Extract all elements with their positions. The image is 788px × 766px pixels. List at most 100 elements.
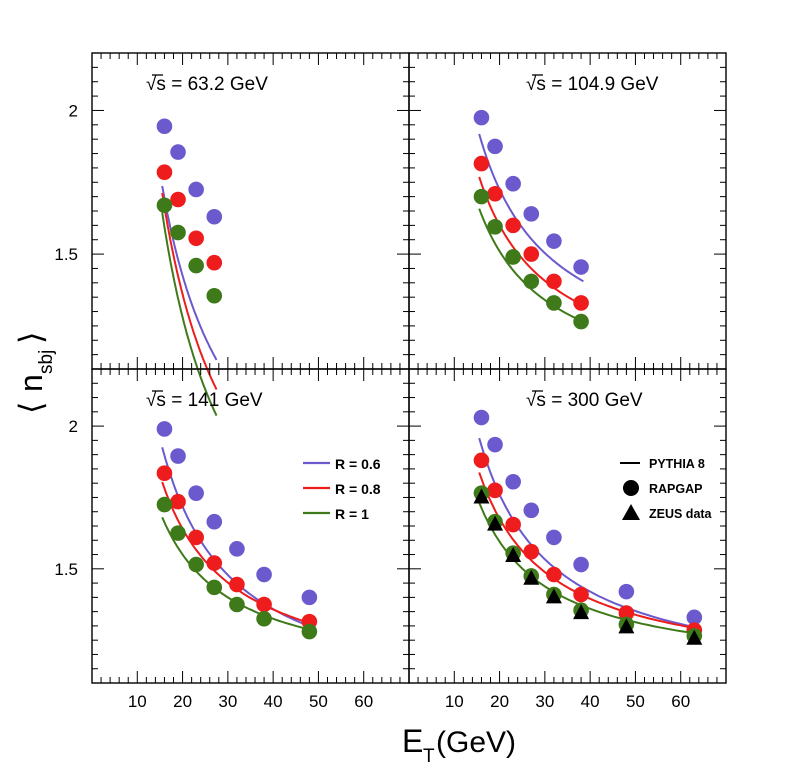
rapgap-point-R1 [206,287,223,304]
rapgap-point-R1 [301,623,318,640]
y-axis-bracket-right: ⟩ [13,332,49,344]
rapgap-point-R08 [523,543,540,560]
rapgap-point-R1 [156,496,173,513]
pythia-curve-R06 [478,133,584,283]
rapgap-point-R08 [170,191,186,208]
zeus-data-point [545,588,562,604]
legend-r-values: R = 0.6 R = 0.8 R = 1 [303,456,381,522]
sqrt-s-symbol: √s [146,74,166,95]
rapgap-point-R06 [523,502,540,519]
rapgap-point-R08 [618,605,635,621]
x-axis-label-main: E [402,723,423,759]
x-tick-label: 10 [128,692,147,711]
zeus-data-point [523,569,540,585]
panel-title-energy: = 104.9 GeV [546,74,659,95]
pythia-curve-R1 [478,208,584,323]
rapgap-point-R1 [156,197,173,214]
rapgap-point-R06 [206,513,223,530]
x-tick-label: 30 [535,692,554,711]
y-axis-label-main: n [13,374,49,392]
y-tick-label: 2 [69,417,78,436]
rapgap-point-R08 [206,555,223,571]
rapgap-point-R06 [573,259,589,275]
legend-pythia-label: PYTHIA 8 [649,457,705,471]
y-tick-label: 2 [69,101,78,120]
rapgap-point-R06 [487,436,503,453]
legend-rapgap-circle-icon [623,480,639,496]
rapgap-point-R1 [487,219,503,235]
panel-title-energy: = 300 GeV [546,390,643,411]
rapgap-point-R08 [573,586,589,603]
legend-r06-label: R = 0.6 [335,456,381,472]
rapgap-point-R08 [188,529,204,546]
rapgap-point-R08 [546,566,562,583]
x-tick-label: 50 [309,692,328,711]
legend-r1-label: R = 1 [335,506,369,522]
rapgap-point-R06 [505,175,521,192]
panel-frame [91,52,410,370]
rapgap-point-R08 [229,576,245,593]
panel-1: 1.5 2 √s = 63.2 GeV [54,52,410,417]
rapgap-point-R1 [256,610,272,627]
panel-frame [408,368,727,684]
x-tick-label: 40 [264,692,283,711]
x-tick-label: 60 [354,692,373,711]
rapgap-point-R08 [487,482,503,499]
rapgap-point-R08 [523,246,540,262]
rapgap-point-R06 [156,421,173,437]
rapgap-point-R06 [188,485,204,501]
rapgap-point-R08 [487,185,503,202]
panel-title-energy: = 141 GeV [166,390,263,411]
zeus-data-point [473,488,490,504]
sqrt-s-symbol: √s [146,390,166,411]
pythia-curve-R1 [161,212,218,417]
x-tick-label: 20 [173,692,192,711]
legend-zeus-triangle-icon [622,504,640,520]
rapgap-point-R08 [473,155,490,172]
x-tick-label: 10 [445,692,464,711]
legend-zeus-label: ZEUS data [649,507,713,521]
x-axis-label: E T (GeV) [402,723,516,766]
rapgap-point-R08 [188,230,204,247]
zeus-data-point [487,515,504,531]
panel-3: 10 20 30 40 50 60 1.5 2 √s = 141 GeV [54,368,410,711]
rapgap-point-R1 [505,249,521,265]
rapgap-point-R1 [188,257,204,274]
x-tick-label: 60 [671,692,690,711]
rapgap-point-R1 [170,224,186,241]
rapgap-point-R08 [505,516,521,533]
rapgap-point-R06 [170,144,186,160]
rapgap-point-R06 [170,448,186,464]
legend-rapgap-label: RAPGAP [649,482,702,496]
panel-title-energy: = 63.2 GeV [166,74,268,95]
zeus-data-point [686,629,703,645]
rapgap-point-R06 [229,541,245,557]
rapgap-point-R06 [523,206,540,222]
legend-styles: PYTHIA 8 RAPGAP ZEUS data [620,457,713,521]
rapgap-point-R06 [256,566,272,583]
x-axis-label-unit: (GeV) [436,726,516,759]
x-tick-label: 30 [218,692,237,711]
panel-title: √s = 63.2 GeV [146,74,268,95]
rapgap-point-R08 [546,273,562,290]
rapgap-point-R06 [156,118,173,135]
rapgap-point-R06 [206,208,223,225]
rapgap-point-R1 [188,556,204,573]
panel-title: √s = 141 GeV [146,390,263,411]
rapgap-point-R08 [156,164,173,181]
x-tick-label: 50 [626,692,645,711]
legend-r08-label: R = 0.8 [335,481,381,497]
rapgap-point-R06 [573,556,589,573]
rapgap-point-R08 [170,493,186,510]
rapgap-point-R08 [473,452,490,469]
rapgap-point-R06 [487,138,503,155]
zeus-data-point [573,604,590,620]
sqrt-s-symbol: √s [526,390,546,411]
rapgap-point-R1 [229,596,245,613]
panel-title: √s = 104.9 GeV [526,74,659,95]
rapgap-point-R08 [573,295,589,311]
rapgap-point-R06 [618,583,635,600]
rapgap-point-R06 [546,233,562,249]
